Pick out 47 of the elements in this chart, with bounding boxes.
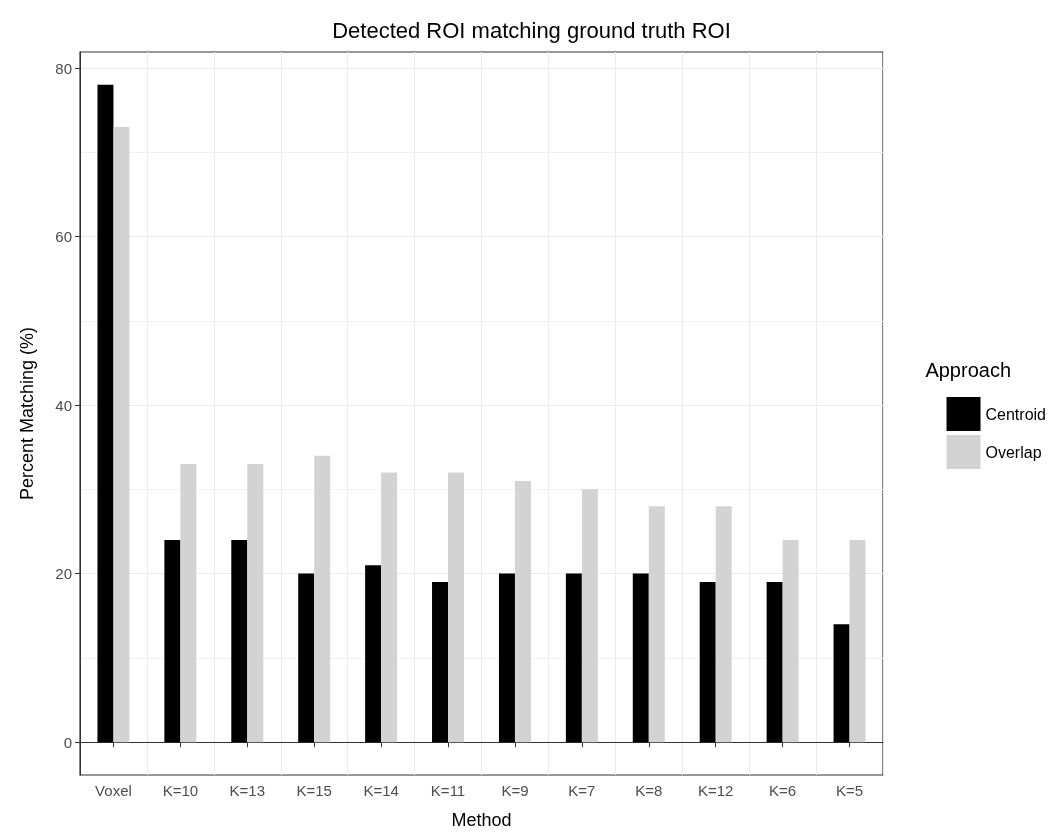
bar (113, 127, 130, 743)
bar (581, 489, 598, 743)
x-tick-label: K=10 (162, 782, 199, 799)
bar (247, 464, 264, 743)
bar (298, 573, 315, 743)
bar (766, 582, 783, 743)
bar (498, 573, 515, 743)
x-tick-label: K=6 (769, 782, 797, 799)
bar (180, 464, 197, 743)
legend-title: Approach (925, 359, 1012, 381)
x-tick-label: K=9 (501, 782, 529, 799)
bar (381, 472, 398, 743)
bar (833, 624, 850, 743)
y-tick-label: 40 (55, 396, 72, 414)
x-axis-title: Method (451, 810, 512, 830)
chart-title: Detected ROI matching ground truth ROI (332, 17, 731, 43)
bar (97, 84, 114, 743)
y-tick-label: 0 (63, 733, 72, 751)
x-tick-label: K=13 (229, 782, 266, 799)
y-axis-title: Percent Matching (%) (17, 326, 37, 501)
x-tick-label: K=15 (296, 782, 332, 799)
bar (514, 480, 531, 743)
bar (365, 565, 382, 743)
bar (164, 539, 181, 743)
x-tick-label: K=12 (697, 782, 734, 799)
bar (648, 506, 665, 743)
legend-label: Overlap (985, 443, 1042, 461)
bar (699, 582, 716, 743)
bar (715, 506, 732, 743)
x-tick-label: K=11 (430, 782, 466, 799)
bar (565, 573, 582, 743)
bar (782, 539, 799, 743)
x-tick-label: K=14 (363, 782, 399, 799)
y-tick-label: 60 (55, 228, 72, 246)
x-tick-label: Voxel (95, 782, 132, 799)
bar (432, 582, 449, 743)
bar (632, 573, 649, 743)
y-tick-label: 80 (55, 59, 72, 77)
bar (448, 472, 465, 743)
y-tick-label: 20 (55, 565, 72, 583)
bar (231, 539, 248, 743)
bar (849, 539, 866, 743)
bar (314, 455, 331, 743)
x-tick-label: K=5 (835, 782, 864, 799)
legend-label: Centroid (985, 405, 1047, 423)
x-tick-label: K=8 (635, 782, 663, 799)
x-tick-label: K=7 (568, 782, 596, 799)
